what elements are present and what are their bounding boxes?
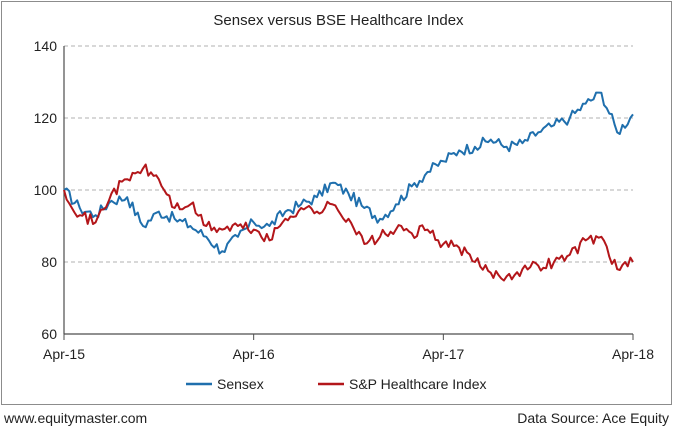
- grid-lines: [64, 45, 633, 263]
- y-tick-label-100: 100: [34, 182, 58, 198]
- x-tick-label-Apr-15: Apr-15: [43, 346, 85, 362]
- website-footer[interactable]: www.equitymaster.com: [4, 410, 148, 426]
- x-tick-label-Apr-17: Apr-17: [422, 346, 464, 362]
- data-source-footer: Data Source: Ace Equity: [517, 410, 669, 426]
- legend-label-sensex: Sensex: [217, 376, 264, 392]
- y-tick-label-60: 60: [41, 326, 57, 342]
- axes: 60 80 100 120 140 Apr-15 Apr-16 Apr-17 Apr-18: [34, 38, 655, 362]
- series-line-healthcare: [63, 163, 634, 282]
- legend-label-healthcare: S&P Healthcare Index: [349, 376, 487, 392]
- series-line-sensex: [63, 91, 634, 255]
- legend: Sensex S&P Healthcare Index: [186, 376, 487, 392]
- chart-title: Sensex versus BSE Healthcare Index: [213, 12, 464, 29]
- x-tick-label-Apr-16: Apr-16: [233, 346, 275, 362]
- y-tick-label-120: 120: [34, 110, 58, 126]
- y-tick-label-80: 80: [41, 254, 57, 270]
- x-tick-label-Apr-18: Apr-18: [612, 346, 654, 362]
- series-lines: [63, 91, 634, 282]
- y-tick-label-140: 140: [34, 38, 58, 54]
